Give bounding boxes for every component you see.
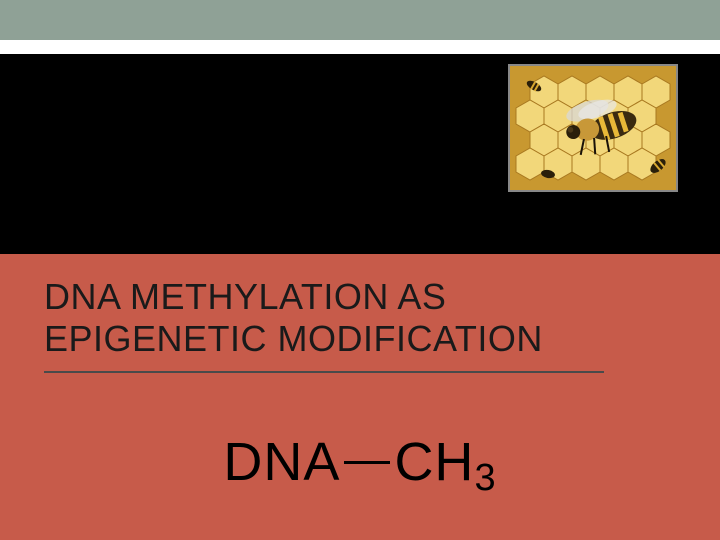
white-divider-strip (0, 40, 720, 54)
title-line-1: DNA METHYLATION AS (44, 276, 446, 317)
chemical-formula: DNACH3 (0, 431, 720, 493)
hero-black-band (0, 54, 720, 254)
formula-bond-icon (344, 461, 390, 464)
bee-honeycomb-image (508, 64, 678, 192)
slide-title: DNA METHYLATION AS EPIGENETIC MODIFICATI… (44, 276, 676, 361)
title-block: DNA METHYLATION AS EPIGENETIC MODIFICATI… (0, 254, 720, 373)
title-underline (44, 371, 604, 373)
formula-subscript: 3 (474, 457, 496, 499)
formula-dna: DNA (223, 432, 340, 492)
top-accent-bar (0, 0, 720, 40)
title-line-2: EPIGENETIC MODIFICATION (44, 318, 543, 359)
formula-ch: CH (394, 432, 474, 492)
